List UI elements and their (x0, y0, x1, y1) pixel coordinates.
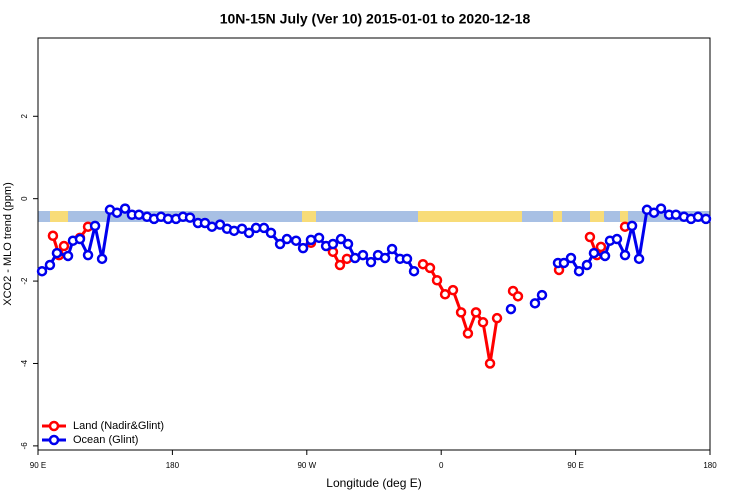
data-point (36, 265, 48, 277)
x-axis-label: Longitude (deg E) (326, 476, 421, 490)
data-point (74, 233, 86, 245)
legend-label: Ocean (Glint) (73, 434, 138, 446)
data-point (595, 241, 607, 253)
data-point (379, 252, 391, 264)
data-point (281, 233, 293, 245)
map-strip (38, 211, 710, 222)
data-point (47, 230, 59, 242)
y-tick-label: -4 (20, 359, 29, 367)
data-point (386, 243, 398, 255)
data-point (365, 256, 377, 268)
legend-marker (48, 434, 60, 446)
data-point (133, 209, 145, 220)
x-tick-label: 90 E (30, 461, 46, 470)
data-point (565, 252, 577, 264)
data-point (536, 289, 548, 301)
data-point (558, 257, 570, 269)
data-point (431, 275, 443, 286)
land-strip (590, 211, 604, 222)
y-tick-label: -2 (20, 277, 29, 285)
data-point (96, 253, 108, 265)
data-point (290, 235, 302, 246)
data-point (581, 259, 593, 271)
data-point (341, 253, 353, 265)
data-point (206, 221, 218, 232)
x-tick-label: 0 (439, 461, 444, 470)
data-point (357, 249, 369, 261)
data-point (484, 358, 496, 369)
x-tick-label: 180 (703, 461, 717, 470)
legend-label: Land (Nadir&Glint) (73, 420, 164, 432)
data-point (447, 284, 459, 296)
data-point (619, 249, 631, 261)
data-point (670, 209, 682, 220)
data-point (424, 262, 436, 274)
data-point (119, 203, 131, 214)
data-point (335, 233, 347, 245)
data-point (455, 307, 467, 318)
x-tick-label: 180 (166, 461, 180, 470)
land-strip (418, 211, 522, 222)
data-point (588, 247, 600, 259)
x-tick-label: 90 E (567, 461, 583, 470)
data-point (327, 238, 339, 250)
data-point (462, 328, 474, 339)
data-point (573, 265, 585, 277)
data-point (44, 259, 56, 271)
y-tick-label: -6 (20, 442, 29, 450)
data-point (58, 240, 70, 252)
data-point (439, 289, 451, 300)
data-point (184, 212, 196, 223)
data-point (470, 307, 482, 318)
plot-frame (37, 37, 711, 451)
data-point (342, 238, 354, 250)
data-point (599, 250, 611, 262)
data-point (313, 232, 325, 244)
data-point (243, 227, 255, 239)
chart-title: 10N-15N July (Ver 10) 2015-01-01 to 2020… (220, 11, 531, 27)
y-axis-label: XCO2 - MLO trend (ppm) (2, 182, 14, 305)
legend-marker (48, 420, 60, 432)
data-point (491, 312, 503, 324)
data-point (633, 253, 645, 265)
data-point (89, 220, 101, 232)
data-point (700, 213, 712, 225)
data-point (611, 233, 623, 245)
land-strip (620, 211, 628, 222)
data-point (529, 298, 541, 309)
data-point (111, 207, 123, 218)
data-point (265, 227, 277, 239)
data-point (477, 317, 489, 328)
data-point (505, 303, 517, 315)
data-point (655, 203, 667, 214)
x-tick-label: 90 W (297, 461, 316, 470)
land-strip (302, 211, 316, 222)
data-point (305, 234, 317, 246)
data-point (626, 220, 638, 232)
land-strip (553, 211, 562, 222)
data-point (584, 231, 596, 243)
data-point (51, 247, 63, 259)
data-point (297, 242, 309, 254)
y-tick-label: 0 (20, 196, 29, 201)
data-point (274, 238, 286, 250)
data-point (62, 250, 74, 262)
data-point (401, 253, 413, 265)
data-point (82, 249, 94, 261)
land-strip (50, 211, 68, 222)
ocean-strip (38, 211, 710, 222)
data-point (408, 265, 420, 277)
y-tick-label: 2 (20, 114, 29, 119)
data-point (258, 222, 270, 234)
data-point (512, 291, 524, 302)
data-point (334, 259, 346, 271)
